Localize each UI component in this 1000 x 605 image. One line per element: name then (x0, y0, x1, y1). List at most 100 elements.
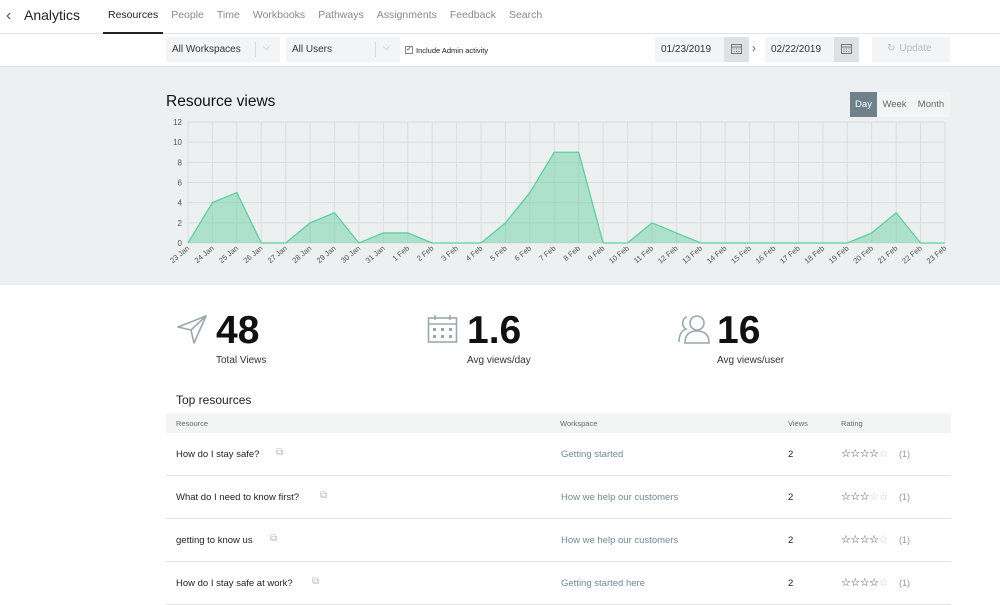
external-link-icon[interactable]: ⧉ (312, 576, 319, 587)
chart-title: Resource views (166, 93, 275, 111)
update-button[interactable]: ↻Update (872, 37, 950, 62)
x-tick-label: 15 Feb (729, 244, 753, 266)
y-tick-label: 10 (173, 138, 182, 147)
tab-feedback[interactable]: Feedback (445, 0, 501, 34)
table-header: Resource Workspace Views Rating (166, 413, 951, 433)
x-tick-label: 21 Feb (876, 244, 900, 266)
table-row[interactable]: What do I need to know first? ⧉ How we h… (166, 476, 951, 519)
external-link-icon[interactable]: ⧉ (320, 490, 327, 501)
x-tick-label: 1 Feb (391, 244, 411, 263)
calendar-icon (427, 314, 458, 349)
admin-activity-checkbox[interactable]: ✓ (405, 46, 413, 54)
x-tick-label: 7 Feb (537, 244, 557, 263)
column-header-views[interactable]: Views (788, 419, 808, 428)
x-tick-label: 9 Feb (586, 244, 606, 263)
x-tick-label: 29 Jan (315, 244, 338, 265)
resource-link[interactable]: How do I stay safe? (176, 449, 259, 460)
star-rating: ☆☆☆☆☆ (841, 447, 888, 460)
workspace-link[interactable]: How we help our customers (561, 492, 678, 503)
x-tick-label: 25 Jan (217, 244, 240, 265)
end-date-input[interactable]: 02/22/2019 (765, 37, 859, 62)
external-link-icon[interactable]: ⧉ (270, 533, 277, 544)
x-tick-label: 28 Jan (290, 244, 313, 265)
tab-search[interactable]: Search (504, 0, 547, 34)
views-count: 2 (788, 492, 793, 503)
column-header-workspace[interactable]: Workspace (560, 419, 597, 428)
tab-pathways[interactable]: Pathways (313, 0, 369, 34)
star-icon: ☆ (841, 577, 850, 589)
tab-workbooks[interactable]: Workbooks (248, 0, 310, 34)
x-tick-label: 17 Feb (778, 244, 802, 266)
tab-resources[interactable]: Resources (103, 0, 163, 34)
chevron-down-icon: ⌵ (263, 42, 270, 53)
tab-bar: Resources People Time Workbooks Pathways… (103, 0, 550, 34)
users-select[interactable]: All Users ⌵ (286, 37, 400, 62)
x-tick-label: 31 Jan (364, 244, 387, 265)
tab-assignments[interactable]: Assignments (372, 0, 442, 34)
admin-activity-label: Include Admin activity (416, 46, 488, 55)
resource-link[interactable]: What do I need to know first? (176, 492, 299, 503)
x-tick-label: 22 Feb (900, 244, 924, 266)
star-icon: ☆ (860, 491, 869, 503)
chevron-down-icon: ⌵ (383, 42, 390, 53)
granularity-week-button[interactable]: Week (877, 92, 912, 117)
x-tick-label: 14 Feb (705, 244, 729, 266)
rating-count: (1) (899, 578, 910, 588)
star-rating: ☆☆☆☆☆ (841, 490, 888, 503)
workspace-link[interactable]: How we help our customers (561, 535, 678, 546)
table-row[interactable]: How do I stay safe? ⧉ Getting started 2 … (166, 433, 951, 476)
page-title: Analytics (24, 7, 80, 23)
star-icon: ☆ (860, 448, 869, 460)
views-count: 2 (788, 535, 793, 546)
x-tick-label: 16 Feb (754, 244, 778, 266)
column-header-resource[interactable]: Resource (176, 419, 208, 428)
table-row[interactable]: How do I stay safe at work? ⧉ Getting st… (166, 562, 951, 605)
y-tick-label: 6 (178, 179, 183, 188)
star-icon: ☆ (850, 577, 859, 589)
total-views-label: Total Views (216, 355, 266, 366)
x-tick-label: 13 Feb (680, 244, 704, 266)
users-select-value: All Users (292, 44, 332, 55)
star-empty-icon: ☆ (869, 491, 878, 503)
update-label: Update (899, 43, 931, 54)
x-tick-label: 12 Feb (656, 244, 680, 266)
granularity-day-button[interactable]: Day (850, 92, 877, 117)
y-tick-label: 8 (178, 158, 183, 167)
external-link-icon[interactable]: ⧉ (276, 447, 283, 458)
end-date-value: 02/22/2019 (771, 44, 821, 55)
rating-count: (1) (899, 535, 910, 545)
resource-link[interactable]: How do I stay safe at work? (176, 578, 293, 589)
x-tick-label: 4 Feb (464, 244, 484, 263)
star-icon: ☆ (869, 534, 878, 546)
star-icon: ☆ (860, 534, 869, 546)
workspace-link[interactable]: Getting started here (561, 578, 645, 589)
table-row[interactable]: getting to know us ⧉ How we help our cus… (166, 519, 951, 562)
top-nav: ‹ Analytics Resources People Time Workbo… (0, 0, 1000, 34)
workspace-select[interactable]: All Workspaces ⌵ (166, 37, 280, 62)
rating-count: (1) (899, 449, 910, 459)
tab-time[interactable]: Time (212, 0, 245, 34)
chevron-left-icon[interactable]: ‹ (6, 7, 11, 25)
users-icon (677, 314, 711, 349)
calendar-icon[interactable] (834, 37, 859, 62)
star-icon: ☆ (869, 577, 878, 589)
star-icon: ☆ (841, 534, 850, 546)
granularity-month-button[interactable]: Month (912, 92, 950, 117)
y-tick-label: 4 (178, 199, 183, 208)
calendar-icon[interactable] (724, 37, 749, 62)
resource-link[interactable]: getting to know us (176, 535, 253, 546)
tab-people[interactable]: People (166, 0, 209, 34)
filter-bar: All Workspaces ⌵ All Users ⌵ 01/23/2019 … (0, 34, 1000, 67)
chevron-right-icon: › (752, 41, 756, 55)
star-icon: ☆ (860, 577, 869, 589)
x-tick-label: 20 Feb (851, 244, 875, 266)
x-tick-label: 23 Feb (925, 244, 949, 266)
start-date-input[interactable]: 01/23/2019 (655, 37, 749, 62)
workspace-select-value: All Workspaces (172, 44, 241, 55)
column-header-rating[interactable]: Rating (841, 419, 863, 428)
x-tick-label: 6 Feb (513, 244, 533, 263)
star-icon: ☆ (841, 448, 850, 460)
workspace-link[interactable]: Getting started (561, 449, 623, 460)
y-tick-label: 12 (173, 118, 182, 127)
